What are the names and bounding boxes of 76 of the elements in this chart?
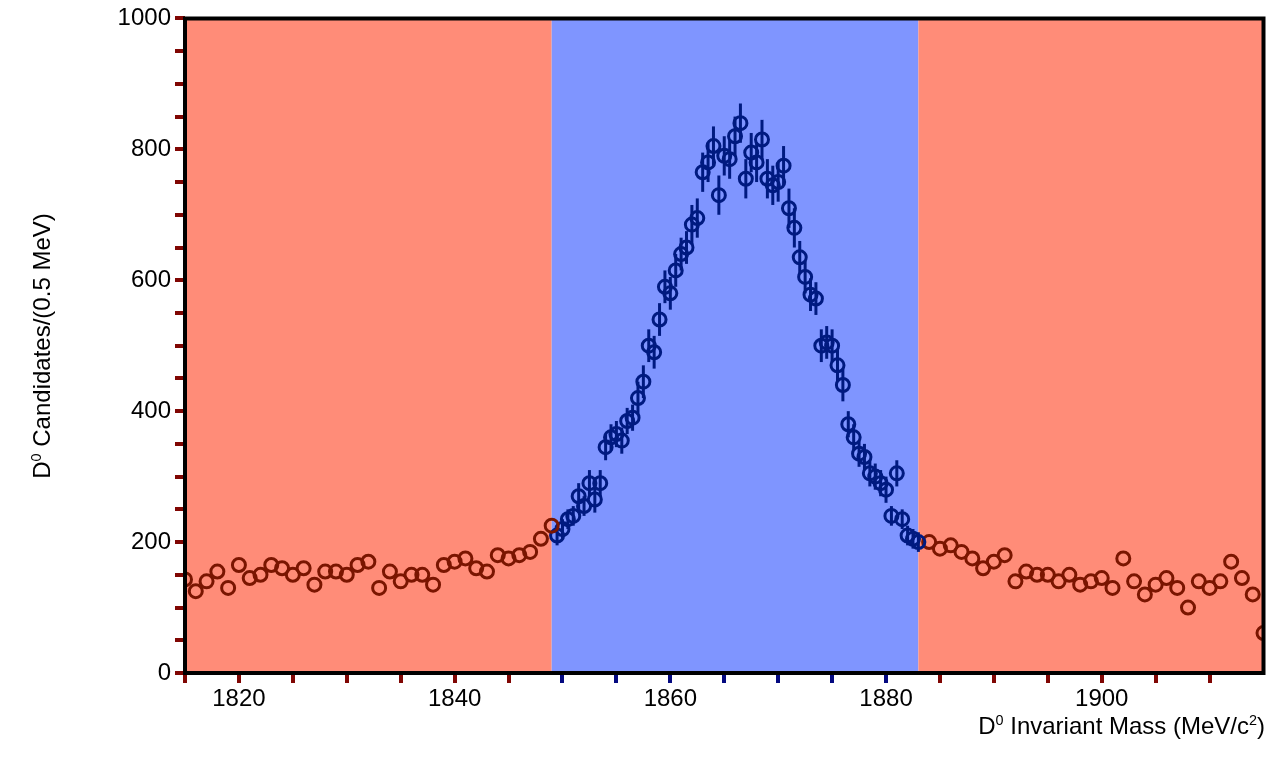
point bbox=[327, 563, 344, 580]
point bbox=[511, 547, 528, 564]
point bbox=[1007, 573, 1024, 590]
point bbox=[1244, 586, 1261, 603]
point bbox=[489, 547, 506, 564]
point bbox=[360, 553, 377, 570]
point bbox=[381, 563, 398, 580]
y-tick-label: 200 bbox=[130, 526, 171, 554]
point bbox=[1018, 563, 1035, 580]
point bbox=[371, 579, 388, 596]
x-tick-label: 1900 bbox=[1075, 684, 1129, 712]
point bbox=[478, 563, 495, 580]
point bbox=[252, 566, 269, 583]
point bbox=[446, 553, 463, 570]
point bbox=[1072, 576, 1089, 593]
point bbox=[1093, 570, 1110, 587]
point bbox=[1233, 570, 1250, 587]
point bbox=[1039, 566, 1056, 583]
point bbox=[425, 576, 442, 593]
point bbox=[500, 550, 517, 567]
point bbox=[338, 566, 355, 583]
point bbox=[985, 553, 1002, 570]
point bbox=[522, 543, 539, 560]
point bbox=[1115, 550, 1132, 567]
x-tick-label: 1820 bbox=[212, 684, 266, 712]
point bbox=[414, 566, 431, 583]
point bbox=[187, 583, 204, 600]
point bbox=[220, 579, 237, 596]
point bbox=[306, 576, 323, 593]
point bbox=[284, 566, 301, 583]
point bbox=[198, 573, 215, 590]
point bbox=[1212, 573, 1229, 590]
x-tick-label: 1880 bbox=[859, 684, 913, 712]
point bbox=[942, 537, 959, 554]
point bbox=[931, 540, 948, 557]
point bbox=[317, 563, 334, 580]
point bbox=[1223, 553, 1240, 570]
y-tick-label: 400 bbox=[130, 395, 171, 423]
point bbox=[295, 560, 312, 577]
point bbox=[403, 566, 420, 583]
point bbox=[241, 570, 258, 587]
y-tick-label: 1000 bbox=[117, 3, 171, 31]
x-axis-title: D$^{0}$ Invariant Mass (MeV/c$^{2}$) bbox=[978, 712, 1265, 740]
y-tick-label: 0 bbox=[157, 657, 171, 685]
point bbox=[1180, 599, 1197, 616]
y-tick-label: 600 bbox=[130, 264, 171, 292]
point bbox=[1061, 566, 1078, 583]
point bbox=[1104, 579, 1121, 596]
point bbox=[964, 550, 981, 567]
point bbox=[392, 573, 409, 590]
point bbox=[1158, 570, 1175, 587]
x-tick-label: 1860 bbox=[643, 684, 698, 712]
point bbox=[543, 517, 560, 534]
point bbox=[230, 556, 247, 573]
point bbox=[435, 556, 452, 573]
point bbox=[1201, 579, 1218, 596]
point bbox=[1190, 573, 1207, 590]
x-tick-label: 1840 bbox=[427, 684, 482, 712]
point bbox=[457, 550, 474, 567]
point bbox=[1126, 573, 1143, 590]
point bbox=[349, 556, 366, 573]
point bbox=[1147, 576, 1164, 593]
point bbox=[953, 543, 970, 560]
point bbox=[1082, 573, 1099, 590]
point bbox=[1169, 579, 1186, 596]
point bbox=[532, 530, 549, 547]
point bbox=[1029, 566, 1046, 583]
y-tick-label: 800 bbox=[130, 133, 171, 161]
point bbox=[1050, 573, 1067, 590]
point bbox=[468, 560, 485, 577]
point bbox=[274, 560, 291, 577]
point bbox=[209, 563, 226, 580]
point bbox=[975, 560, 992, 577]
point bbox=[263, 556, 280, 573]
point bbox=[996, 547, 1013, 564]
point bbox=[1136, 586, 1153, 603]
